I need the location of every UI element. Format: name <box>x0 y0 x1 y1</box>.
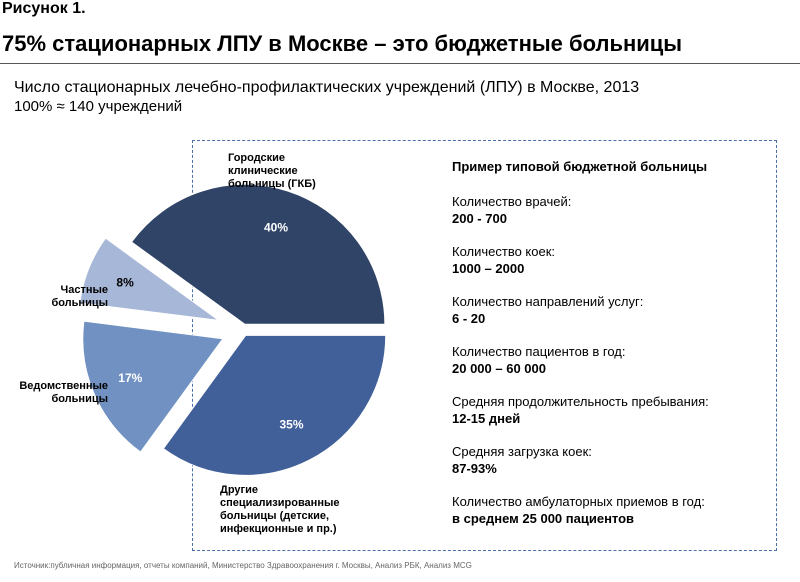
item-value: 20 000 – 60 000 <box>452 361 546 376</box>
value-label: 35% <box>279 417 303 431</box>
value-label: 8% <box>116 275 134 289</box>
chart-title: Число стационарных лечебно-профилактичес… <box>14 79 640 96</box>
item-value: 12-15 дней <box>452 411 521 426</box>
item-label: Количество амбулаторных приемов в год: <box>452 494 705 509</box>
pie-slice <box>82 320 224 453</box>
sidebar-item: Количество коек: 1000 – 2000 <box>452 243 762 277</box>
item-value: 87-93% <box>452 461 497 476</box>
category-label: Частные больницы <box>51 284 108 309</box>
item-label: Количество направлений услуг: <box>452 294 644 309</box>
item-label: Количество коек: <box>452 244 556 259</box>
sidebar-title: Пример типовой бюджетной больницы <box>452 159 708 174</box>
value-label: 17% <box>118 371 142 385</box>
headline: 75% стационарных ЛПУ в Москве – это бюдж… <box>2 31 683 56</box>
item-value: 6 - 20 <box>452 311 486 326</box>
divider <box>0 63 800 64</box>
sidebar-item: Количество амбулаторных приемов в год: в … <box>452 493 762 527</box>
item-value: в среднем 25 000 пациентов <box>452 511 635 526</box>
pie-slice <box>130 183 386 325</box>
sidebar-item: Средняя продолжительность пребывания: 12-… <box>452 393 762 427</box>
category-label: Другие специализированные больницы (детс… <box>220 484 340 535</box>
item-label: Количество пациентов в год: <box>452 344 626 359</box>
sidebar-item: Количество врачей: 200 - 700 <box>452 193 762 227</box>
pie-slice <box>162 334 387 476</box>
item-label: Средняя продолжительность пребывания: <box>452 394 709 409</box>
item-value: 1000 – 2000 <box>452 261 525 276</box>
item-value: 200 - 700 <box>452 211 507 226</box>
pie-slice <box>79 237 220 321</box>
sidebar-item: Количество пациентов в год: 20 000 – 60 0… <box>452 343 762 377</box>
sidebar-item: Количество направлений услуг: 6 - 20 <box>452 293 762 327</box>
category-label: Ведомственные больницы <box>19 380 108 405</box>
source: Источник:публичная информация, отчеты ко… <box>14 561 472 570</box>
sidebar-item: Средняя загрузка коек: 87-93% <box>452 443 762 477</box>
value-label: 40% <box>264 221 288 235</box>
chart-subtitle: 100% ≈ 140 учреждений <box>14 98 183 115</box>
category-label: Городские клинические больницы (ГКБ) <box>228 152 316 190</box>
sidebar: Пример типовой бюджетной больницы Количе… <box>452 158 762 543</box>
item-label: Количество врачей: <box>452 194 572 209</box>
figure-label: Рисунок 1. <box>2 0 86 17</box>
item-label: Средняя загрузка коек: <box>452 444 592 459</box>
